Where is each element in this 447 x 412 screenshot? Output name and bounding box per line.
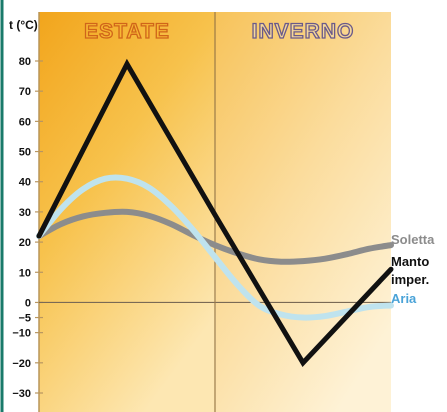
y-tick-label: 10: [19, 267, 31, 279]
y-tick-label: 40: [19, 177, 31, 189]
y-tick-label: −30: [12, 388, 31, 400]
season-label-inverno: INVERNO: [252, 20, 355, 43]
legend-manto: Manto: [391, 254, 429, 269]
y-tick-label: 20: [19, 237, 31, 249]
series-line-manto-imper: [36, 58, 394, 367]
season-label-estate: ESTATE: [84, 20, 170, 43]
y-tick-label: 30: [19, 207, 31, 219]
y-tick-label: 0: [25, 297, 31, 309]
winter-background: [216, 12, 391, 412]
y-tick-label: 70: [19, 86, 31, 98]
y-tick-label: 80: [19, 56, 31, 68]
series-line-soletta: [36, 208, 394, 265]
legend-soletta: Soletta: [391, 232, 435, 247]
y-tick-label: 60: [19, 116, 31, 128]
legend-aria: Aria: [391, 291, 417, 306]
y-ticks: 80 70 60 50 40 30 20 10 0 −5 −10 −20 −30: [12, 56, 43, 400]
y-axis-title: t (°C): [9, 18, 38, 32]
series-lines: [36, 58, 394, 367]
series-line-aria: [36, 174, 394, 321]
legend-imper: imper.: [391, 272, 429, 287]
y-tick-label: −20: [12, 358, 31, 370]
y-tick-label: −10: [12, 328, 31, 340]
y-tick-label: −5: [18, 313, 31, 325]
y-tick-label: 50: [19, 147, 31, 159]
